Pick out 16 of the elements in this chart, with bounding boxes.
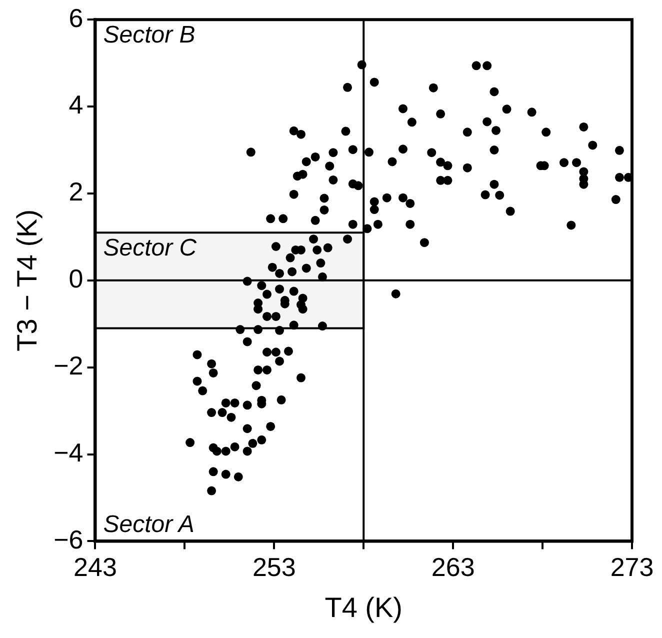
annotation: Sector A — [103, 510, 194, 538]
y-tick-label: −4 — [54, 437, 84, 468]
y-tick-label: 0 — [68, 264, 84, 294]
x-tick-label: 273 — [610, 552, 654, 582]
x-axis-title: T4 (K) — [324, 592, 403, 623]
y-tick-label: 6 — [68, 2, 84, 33]
annotation: Sector B — [103, 21, 196, 48]
band-label: Sector C — [103, 234, 198, 262]
y-tick-label: 2 — [68, 176, 84, 207]
y-axis-title: T3 − T4 (K) — [12, 209, 43, 352]
x-tick-label: 263 — [431, 552, 475, 582]
y-tick-label: −2 — [54, 350, 84, 381]
x-tick-label: 243 — [74, 552, 117, 582]
x-tick-label: 253 — [252, 552, 296, 582]
y-tick-label: 4 — [68, 90, 84, 120]
y-tick-label: −6 — [54, 524, 84, 554]
